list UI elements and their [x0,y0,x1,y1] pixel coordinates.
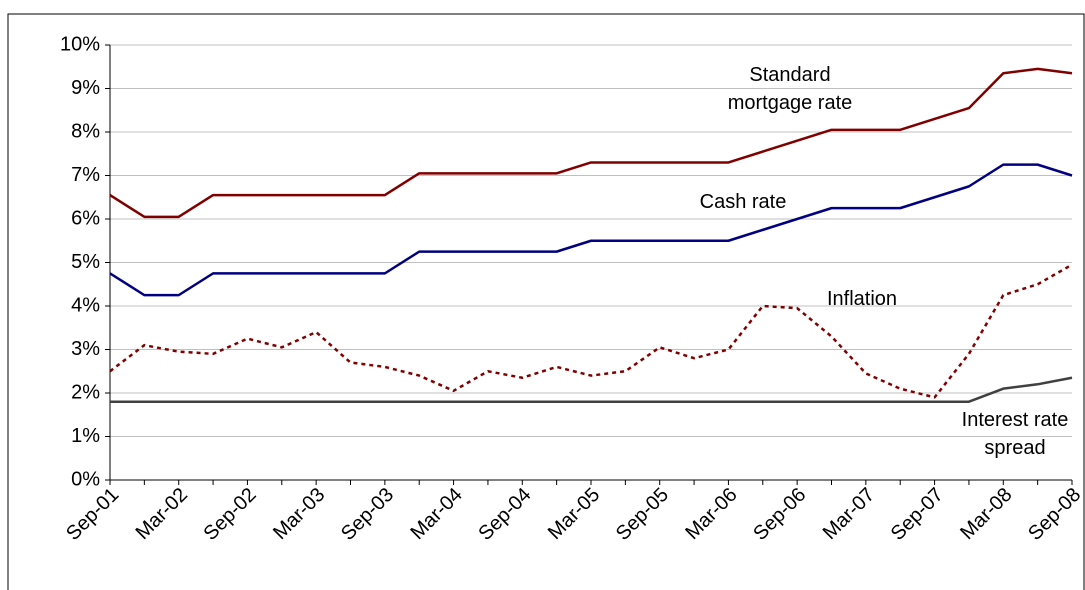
y-tick-label: 6% [71,207,100,229]
x-tick-group: Mar-02 [132,484,192,544]
x-tick-label: Mar-03 [269,484,329,544]
y-tick-label: 10% [60,33,100,55]
y-tick-label: 3% [71,338,100,360]
annotation: Cash rate [700,191,787,213]
x-tick-group: Sep-06 [749,484,810,545]
y-tick-label: 8% [71,120,100,142]
annotation: Interest rate spread [962,409,1069,459]
y-tick-label: 4% [71,294,100,316]
x-tick-group: Sep-07 [887,484,948,545]
x-tick-label: Sep-01 [62,484,123,545]
x-tick-group: Mar-05 [544,484,604,544]
x-tick-label: Mar-04 [406,484,466,544]
x-tick-group: Mar-04 [406,484,466,544]
x-tick-label: Mar-08 [956,484,1016,544]
x-tick-group: Sep-03 [337,484,398,545]
series-line [109,67,1073,219]
x-tick-label: Sep-02 [200,484,261,545]
y-tick-label: 7% [71,164,100,186]
annotation-line: mortgage rate [728,92,853,114]
x-tick-group: Sep-04 [474,484,535,545]
y-tick-label: 2% [71,381,100,403]
annotation-line: Standard [749,64,830,86]
x-tick-label: Mar-02 [132,484,192,544]
series-line [110,376,1073,403]
x-tick-group: Sep-08 [1024,484,1085,545]
x-tick-group: Sep-01 [62,484,123,545]
series-line [109,263,1073,399]
x-tick-label: Mar-05 [544,484,604,544]
x-tick-group: Mar-07 [819,484,879,544]
x-tick-label: Sep-04 [474,484,535,545]
y-tick-label: 5% [71,251,100,273]
y-tick-label: 9% [71,77,100,99]
x-tick-label: Sep-08 [1024,484,1085,545]
x-tick-label: Mar-06 [681,484,741,544]
y-tick-label: 1% [71,425,100,447]
annotation-line: Inflation [827,288,897,310]
series-line [109,163,1073,297]
x-tick-label: Sep-05 [612,484,673,545]
y-tick-label: 0% [71,468,100,490]
x-tick-label: Sep-07 [887,484,948,545]
x-tick-group: Mar-06 [681,484,741,544]
x-tick-group: Sep-02 [200,484,261,545]
annotation-line: spread [984,437,1045,459]
annotation-line: Interest rate [962,409,1069,431]
x-tick-group: Mar-08 [956,484,1016,544]
annotation-line: Cash rate [700,191,787,213]
annotation: Inflation [827,288,897,310]
x-tick-group: Mar-03 [269,484,329,544]
x-tick-label: Mar-07 [819,484,879,544]
chart-border [7,13,1085,590]
x-tick-group: Sep-05 [612,484,673,545]
x-tick-label: Sep-03 [337,484,398,545]
x-tick-label: Sep-06 [749,484,810,545]
annotation: Standard mortgage rate [728,64,853,114]
